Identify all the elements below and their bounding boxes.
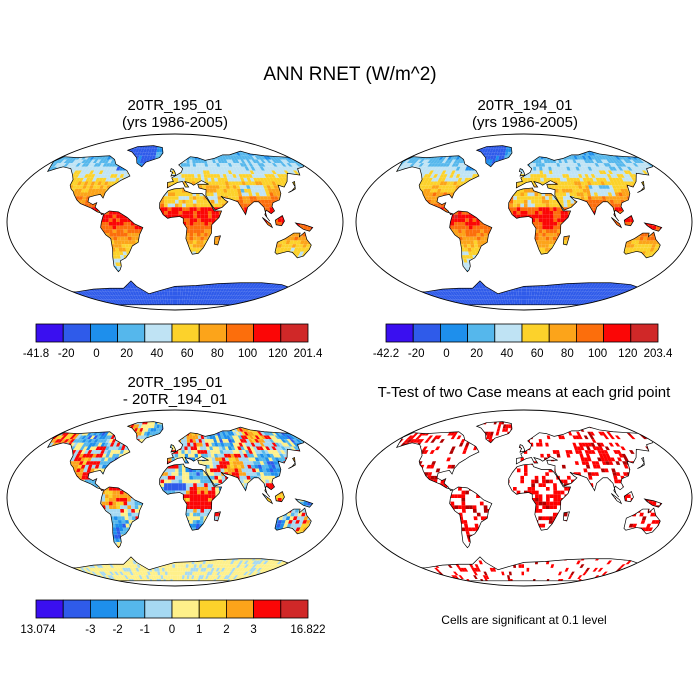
colorbar-label: 16.822 — [290, 624, 325, 636]
panel-3-map — [6, 409, 344, 587]
panel-4-map — [355, 409, 693, 587]
colorbar-swatch — [144, 599, 173, 619]
colorbar-swatch — [467, 323, 496, 343]
colorbar-swatch — [171, 599, 200, 619]
colorbar-swatch — [144, 323, 173, 343]
panel-2-title-line1: 20TR_194_01 — [477, 97, 573, 114]
colorbar-label: 80 — [211, 348, 224, 360]
panel-1-title-line2: (yrs 1986-2005) — [122, 114, 228, 131]
colorbar-swatch — [280, 323, 309, 343]
map-border — [355, 409, 693, 587]
map-field — [7, 410, 343, 586]
colorbar-label: 60 — [181, 348, 194, 360]
panel-4-footnote: Cells are significant at 0.1 level — [441, 613, 607, 627]
colorbar-label: 40 — [500, 348, 513, 360]
colorbar-label: 100 — [588, 348, 607, 360]
colorbar-label: -42.2 — [373, 348, 399, 360]
panel-3-title-line2: - 20TR_194_01 — [122, 391, 228, 408]
colorbar-swatch — [171, 323, 200, 343]
colorbar-label: 3 — [250, 624, 256, 636]
panel-1-title-line1: 20TR_195_01 — [127, 97, 223, 114]
panel-4-title: T-Test of two Case means at each grid po… — [377, 384, 671, 401]
colorbar-swatch — [117, 599, 146, 619]
colorbar-swatch — [225, 323, 254, 343]
panel-2-colorbar: -42.2 -20 0 20 40 60 80 100 120 203.4 — [373, 323, 673, 360]
colorbar-label: -2 — [112, 624, 122, 636]
colorbar-swatch — [253, 599, 282, 619]
colorbar-label: 1 — [196, 624, 202, 636]
map-field — [356, 134, 692, 310]
colorbar-label: 201.4 — [294, 348, 323, 360]
colorbar-swatch — [412, 323, 441, 343]
colorbar-label: -3 — [85, 624, 95, 636]
colorbar-swatch — [494, 323, 523, 343]
panel-2-title-line2: (yrs 1986-2005) — [472, 114, 578, 131]
colorbar-label: 60 — [531, 348, 544, 360]
colorbar-label: 20 — [120, 348, 133, 360]
colorbar-label: 40 — [150, 348, 163, 360]
colorbar-swatch — [548, 323, 577, 343]
panel-2-map — [355, 133, 693, 311]
colorbar-label: 203.4 — [644, 348, 673, 360]
colorbar-label: -20 — [58, 348, 75, 360]
colorbar-swatch — [603, 323, 632, 343]
colorbar-label: 100 — [238, 348, 257, 360]
colorbar-swatch — [90, 323, 119, 343]
map-border — [6, 409, 344, 587]
colorbar-swatch — [35, 323, 64, 343]
main-title: ANN RNET (W/m^2) — [263, 64, 437, 85]
panel-3-title: 20TR_195_01 - 20TR_194_01 — [30, 374, 320, 408]
colorbar-label: 0 — [93, 348, 99, 360]
colorbar-swatch — [630, 323, 659, 343]
colorbar-label: 120 — [618, 348, 637, 360]
colorbar-swatch — [521, 323, 550, 343]
colorbar-swatch — [385, 323, 414, 343]
map-field — [7, 134, 343, 310]
colorbar-label: 0 — [443, 348, 449, 360]
colorbar-swatch — [62, 599, 91, 619]
colorbar-swatch — [253, 323, 282, 343]
colorbar-label: -1 — [140, 624, 150, 636]
colorbar-label: -13.074 — [20, 624, 56, 636]
panel-1-map — [6, 133, 344, 311]
map-field — [356, 410, 692, 586]
colorbar-swatch — [198, 323, 227, 343]
panel-2-title: 20TR_194_01 (yrs 1986-2005) — [380, 97, 670, 131]
panel-3-colorbar: -13.074 -3 -2 -1 0 1 2 3 16.822 — [20, 599, 326, 636]
colorbar-swatch — [225, 599, 254, 619]
map-border — [355, 133, 693, 311]
map-border — [6, 133, 344, 311]
colorbar-label: -41.8 — [23, 348, 49, 360]
colorbar-label: 120 — [268, 348, 287, 360]
colorbar-swatch — [35, 599, 64, 619]
colorbar-label: 20 — [470, 348, 483, 360]
colorbar-swatch — [117, 323, 146, 343]
colorbar-label: -20 — [408, 348, 425, 360]
colorbar-swatch — [440, 323, 469, 343]
colorbar-swatch — [62, 323, 91, 343]
colorbar-swatch — [280, 599, 309, 619]
panel-3-title-line1: 20TR_195_01 — [127, 374, 223, 391]
panel-1-colorbar: -41.8 -20 0 20 40 60 80 100 120 201.4 — [23, 323, 323, 360]
colorbar-label: 80 — [561, 348, 574, 360]
colorbar-label: 0 — [169, 624, 175, 636]
colorbar-swatch — [575, 323, 604, 343]
colorbar-label: 2 — [223, 624, 229, 636]
panel-1-title: 20TR_195_01 (yrs 1986-2005) — [30, 97, 320, 131]
colorbar-swatch — [90, 599, 119, 619]
colorbar-swatch — [198, 599, 227, 619]
